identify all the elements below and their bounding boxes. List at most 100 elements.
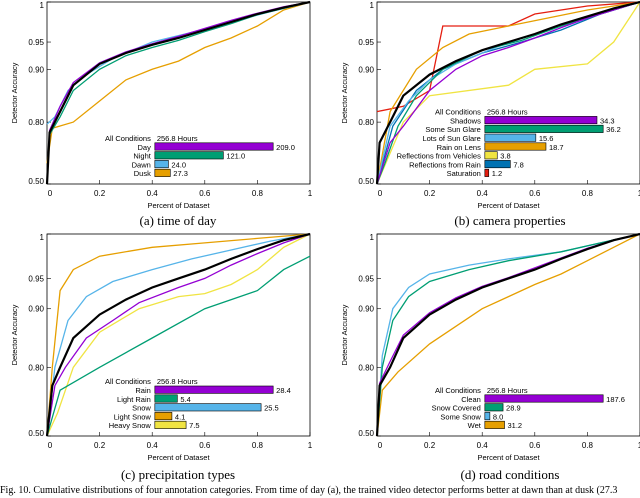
legend-label: Wet xyxy=(468,421,482,430)
x-tick-label: 0.4 xyxy=(147,189,159,198)
y-tick-label: 0.90 xyxy=(358,305,374,314)
subcaption-a: (a) time of day xyxy=(139,213,217,228)
series-line-snow xyxy=(46,233,311,437)
legend-label: Dusk xyxy=(134,169,151,178)
x-tick-label: 0.6 xyxy=(199,441,211,450)
x-tick-label: 0.6 xyxy=(529,189,541,198)
figure-caption: Fig. 10. Cumulative distributions of fou… xyxy=(0,485,618,496)
y-tick-label: 1 xyxy=(370,1,375,10)
series-line-snow-covered xyxy=(376,233,640,437)
series-line-dusk xyxy=(46,1,311,164)
x-tick-label: 0.2 xyxy=(424,441,436,450)
legend-hours: 7.5 xyxy=(189,421,199,430)
legend-label: Some Sun Glare xyxy=(425,125,480,134)
y-axis-label: Detector Accuracy xyxy=(10,62,19,123)
y-tick-label: 0.80 xyxy=(358,363,374,372)
legend-label: Rain on Lens xyxy=(437,143,481,152)
legend-label: Snow xyxy=(132,404,151,413)
x-axis-label: Percent of Dataset xyxy=(147,201,210,210)
legend-label: Heavy Snow xyxy=(109,421,152,430)
legend-bar xyxy=(154,403,262,412)
legend-bar xyxy=(484,168,490,177)
panel-2: 0 0.2 0.4 0.6 0.8 1 0.50 0.80 0.90 0.95 1 Percent o… xyxy=(10,232,313,462)
x-tick-label: 0.6 xyxy=(199,189,211,198)
panel-1: 0 0.2 0.4 0.6 0.8 1 0.50 0.80 0.90 0.95 1 Percent o… xyxy=(340,0,640,210)
legend-header-label: All Conditions xyxy=(435,386,481,395)
legend-bar xyxy=(484,133,537,142)
series-line-light-rain xyxy=(46,255,311,437)
legend-bar xyxy=(484,124,604,133)
x-tick-label: 0.2 xyxy=(94,441,106,450)
y-tick-label: 0.95 xyxy=(358,274,374,283)
x-tick-label: 0.4 xyxy=(477,441,489,450)
series-line-light-snow xyxy=(46,233,311,437)
legend-bar xyxy=(484,412,491,421)
y-tick-label: 0.90 xyxy=(358,65,374,74)
y-tick-label: 0.50 xyxy=(28,429,44,438)
x-axis-label: Percent of Dataset xyxy=(477,201,540,210)
legend-hours: 4.1 xyxy=(175,412,185,421)
legend-bar xyxy=(484,403,504,412)
y-tick-label: 0.80 xyxy=(28,118,44,127)
legend-bar xyxy=(154,168,171,177)
legend-label: Clean xyxy=(461,395,481,404)
x-tick-label: 0.4 xyxy=(477,189,489,198)
series-line-heavy-snow xyxy=(46,233,311,437)
legend-label: Night xyxy=(133,152,151,161)
legend-bar xyxy=(484,116,598,125)
legend-hours: 28.4 xyxy=(276,386,291,395)
y-tick-label: 0.50 xyxy=(358,429,374,438)
series-line-shadows xyxy=(376,1,640,185)
legend-header-label: All Conditions xyxy=(105,377,151,386)
legend-hours: 7.8 xyxy=(513,160,523,169)
plot-frame xyxy=(46,1,311,185)
legend-label: Day xyxy=(137,143,151,152)
legend-label: Lots of Sun Glare xyxy=(422,134,480,143)
y-axis-label: Detector Accuracy xyxy=(340,304,349,365)
x-tick-label: 0.8 xyxy=(582,189,594,198)
legend-hours: 1.2 xyxy=(492,169,502,178)
legend-bar xyxy=(154,394,178,403)
x-tick-label: 0 xyxy=(378,441,383,450)
series-line-dawn xyxy=(46,1,311,125)
legend-hours: 15.6 xyxy=(539,134,554,143)
legend-hours: 18.7 xyxy=(549,143,564,152)
x-tick-label: 1 xyxy=(638,189,640,198)
x-tick-label: 0 xyxy=(48,441,53,450)
x-tick-label: 1 xyxy=(308,189,313,198)
legend-bar xyxy=(484,142,547,151)
legend-label: Rain xyxy=(135,386,150,395)
legend-hours: 28.9 xyxy=(506,404,521,413)
legend-header-hours: 256.8 Hours xyxy=(157,134,198,143)
x-tick-label: 0.8 xyxy=(252,189,264,198)
legend-bar xyxy=(484,394,604,403)
series-line-wet xyxy=(376,233,640,437)
legend-bar xyxy=(154,151,224,160)
overall-line xyxy=(375,0,640,185)
subcaption-d: (d) road conditions xyxy=(460,467,560,482)
overall-line xyxy=(45,232,311,437)
legend-bar xyxy=(484,160,511,169)
legend-hours: 31.2 xyxy=(508,421,523,430)
plot-frame xyxy=(46,233,311,437)
y-tick-label: 0.95 xyxy=(28,274,44,283)
legend-hours: 209.0 xyxy=(276,143,295,152)
legend-label: Snow Covered xyxy=(432,404,481,413)
x-axis-label: Percent of Dataset xyxy=(147,453,210,462)
legend-bar xyxy=(154,420,187,429)
legend-bar xyxy=(154,385,274,394)
y-tick-label: 0.50 xyxy=(28,177,44,186)
legend-bar xyxy=(484,151,498,160)
subcaption-b: (b) camera properties xyxy=(454,213,566,228)
legend-label: Dawn xyxy=(132,160,151,169)
y-tick-label: 1 xyxy=(40,233,45,242)
legend-header-hours: 256.8 Hours xyxy=(487,386,528,395)
x-tick-label: 0.8 xyxy=(252,441,264,450)
series-line-reflections-from-vehicles xyxy=(376,1,640,185)
y-axis-label: Detector Accuracy xyxy=(10,304,19,365)
y-tick-label: 0.50 xyxy=(358,177,374,186)
y-tick-label: 0.95 xyxy=(358,38,374,47)
legend-header-label: All Conditions xyxy=(105,134,151,143)
x-tick-label: 0.8 xyxy=(582,441,594,450)
legend-hours: 5.4 xyxy=(180,395,190,404)
